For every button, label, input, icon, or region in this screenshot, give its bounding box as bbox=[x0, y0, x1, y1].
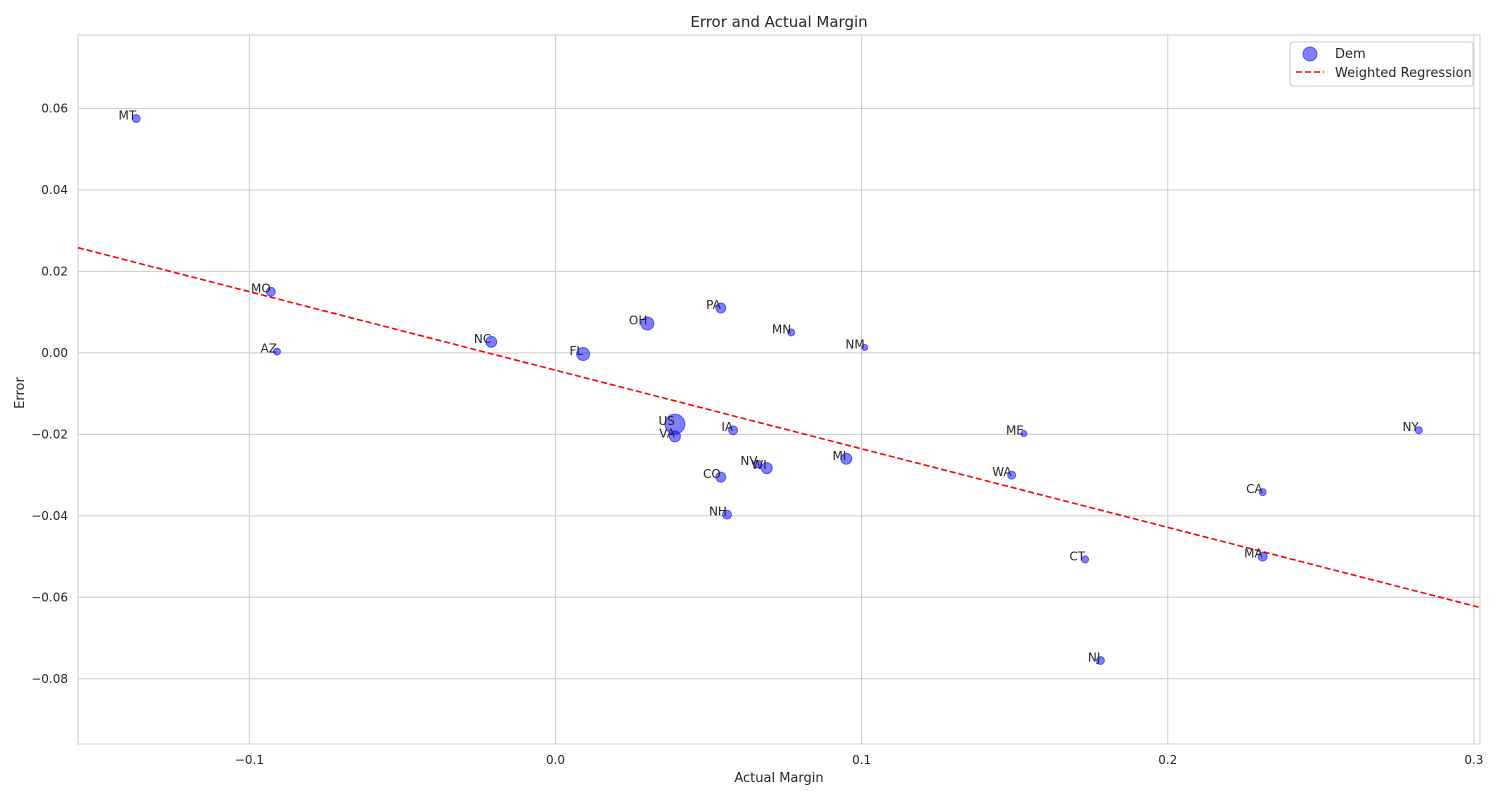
y-tick-label: −0.06 bbox=[31, 590, 68, 604]
point-label: VA bbox=[659, 426, 675, 440]
point-label: CA bbox=[1246, 482, 1263, 496]
data-point bbox=[1258, 488, 1267, 497]
data-point bbox=[715, 471, 727, 483]
point-label: AZ bbox=[261, 342, 277, 356]
point-label: IA bbox=[721, 420, 734, 434]
data-point bbox=[1414, 426, 1423, 435]
y-tick-label: 0.02 bbox=[41, 264, 68, 278]
data-point bbox=[265, 286, 276, 297]
point-label: NM bbox=[845, 338, 864, 352]
data-point bbox=[1007, 470, 1017, 480]
legend-label-regression: Weighted Regression bbox=[1335, 66, 1472, 81]
point-label: OH bbox=[629, 313, 647, 327]
y-tick-label: −0.02 bbox=[31, 427, 68, 441]
point-label: MO bbox=[251, 282, 271, 296]
legend: Dem Weighted Regression bbox=[1289, 41, 1474, 87]
data-point bbox=[787, 328, 796, 337]
data-point bbox=[715, 302, 727, 314]
point-label: WA bbox=[992, 465, 1012, 479]
data-point bbox=[576, 347, 591, 362]
data-point bbox=[485, 335, 498, 348]
x-tick-label: 0.1 bbox=[852, 753, 871, 767]
point-label: MA bbox=[1244, 547, 1263, 561]
data-point bbox=[753, 459, 763, 469]
legend-label-dem: Dem bbox=[1335, 47, 1366, 62]
data-point bbox=[1020, 430, 1028, 438]
point-label: PA bbox=[706, 298, 721, 312]
x-tick-label: 0.2 bbox=[1158, 753, 1177, 767]
point-label: NJ bbox=[1088, 650, 1101, 664]
y-tick-label: 0.00 bbox=[41, 346, 68, 360]
data-point bbox=[272, 347, 281, 356]
legend-marker-dem bbox=[1302, 46, 1318, 62]
data-point bbox=[640, 316, 655, 331]
data-point bbox=[721, 509, 732, 520]
point-label: CT bbox=[1069, 549, 1085, 563]
point-label: MT bbox=[118, 109, 136, 123]
data-point bbox=[131, 114, 141, 124]
x-tick-label: 0.0 bbox=[546, 753, 565, 767]
y-tick-label: −0.08 bbox=[31, 672, 68, 686]
data-point bbox=[1257, 551, 1268, 562]
point-label: US bbox=[659, 414, 675, 428]
y-tick-label: 0.04 bbox=[41, 183, 68, 197]
y-tick-label: 0.06 bbox=[41, 101, 68, 115]
plot-frame bbox=[77, 34, 1481, 745]
point-label: WI bbox=[751, 458, 766, 472]
y-axis-label: Error bbox=[13, 377, 28, 409]
point-label: NC bbox=[474, 332, 491, 346]
data-point bbox=[840, 452, 853, 465]
point-label: MI bbox=[832, 449, 846, 463]
point-label: ME bbox=[1006, 424, 1024, 438]
point-label: CO bbox=[703, 467, 721, 481]
point-label: MN bbox=[772, 322, 791, 336]
data-point bbox=[668, 430, 681, 443]
data-point bbox=[861, 344, 869, 352]
x-axis-label: Actual Margin bbox=[734, 771, 823, 786]
data-point bbox=[760, 462, 773, 475]
data-point bbox=[1081, 555, 1090, 564]
plot-background-group bbox=[77, 34, 1481, 745]
data-point bbox=[1095, 655, 1105, 665]
point-label: FL bbox=[569, 344, 583, 358]
y-tick-label: −0.04 bbox=[31, 509, 68, 523]
regression-line bbox=[77, 246, 1481, 609]
chart-title: Error and Actual Margin bbox=[690, 13, 867, 31]
point-label: NY bbox=[1402, 420, 1419, 434]
x-tick-label: 0.3 bbox=[1464, 753, 1483, 767]
data-point bbox=[728, 425, 739, 436]
point-label: NV bbox=[740, 454, 758, 468]
legend-box bbox=[1289, 41, 1474, 87]
x-tick-label: −0.1 bbox=[235, 753, 264, 767]
point-label: NH bbox=[709, 505, 727, 519]
